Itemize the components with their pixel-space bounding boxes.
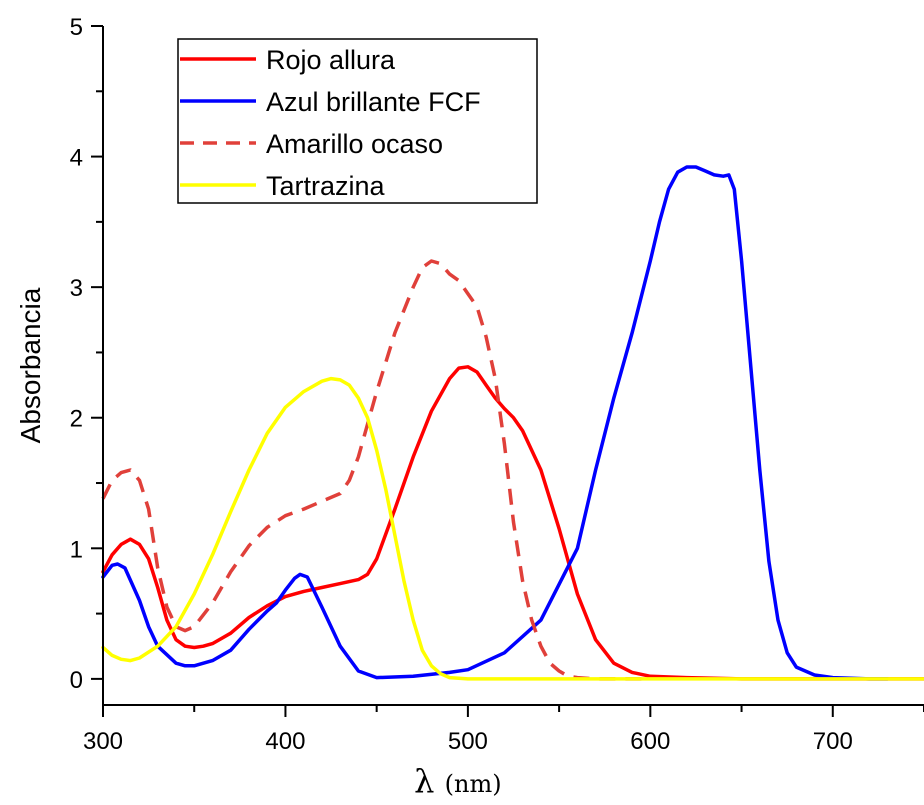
legend-label-2: Azul brillante FCF [266, 87, 481, 117]
legend: Rojo allura Azul brillante FCF Amarillo oc… [177, 38, 538, 204]
x-tick-label: 300 [83, 728, 123, 755]
axes: 300 400 500 600 700 0 1 2 3 4 5 [70, 14, 924, 755]
x-axis-title: λ (nm) [414, 762, 501, 800]
series-line-3 [101, 259, 651, 681]
x-axis-unit: (nm) [445, 770, 502, 798]
y-axis-title: Absorbancia [15, 287, 46, 443]
legend-box [177, 38, 538, 204]
series-line-1 [101, 365, 924, 681]
legend-label-4: Tartrazina [266, 171, 386, 201]
legend-label-1: Rojo allura [266, 45, 396, 75]
x-axis-symbol: λ [414, 762, 444, 800]
series-layer [101, 165, 924, 681]
legend-label-3: Amarillo ocaso [266, 129, 443, 159]
y-tick-label: 0 [70, 667, 83, 694]
y-tick-label: 2 [70, 406, 83, 433]
y-tick-label: 5 [70, 14, 83, 41]
x-tick-label: 500 [448, 728, 488, 755]
x-tick-label: 400 [265, 728, 305, 755]
x-tick-label: 600 [630, 728, 670, 755]
series-line-4 [101, 376, 924, 681]
y-tick-label: 3 [70, 275, 83, 302]
series-line-2 [101, 165, 890, 681]
x-tick-label: 700 [813, 728, 853, 755]
y-tick-label: 1 [70, 536, 83, 563]
y-tick-label: 4 [70, 145, 83, 172]
